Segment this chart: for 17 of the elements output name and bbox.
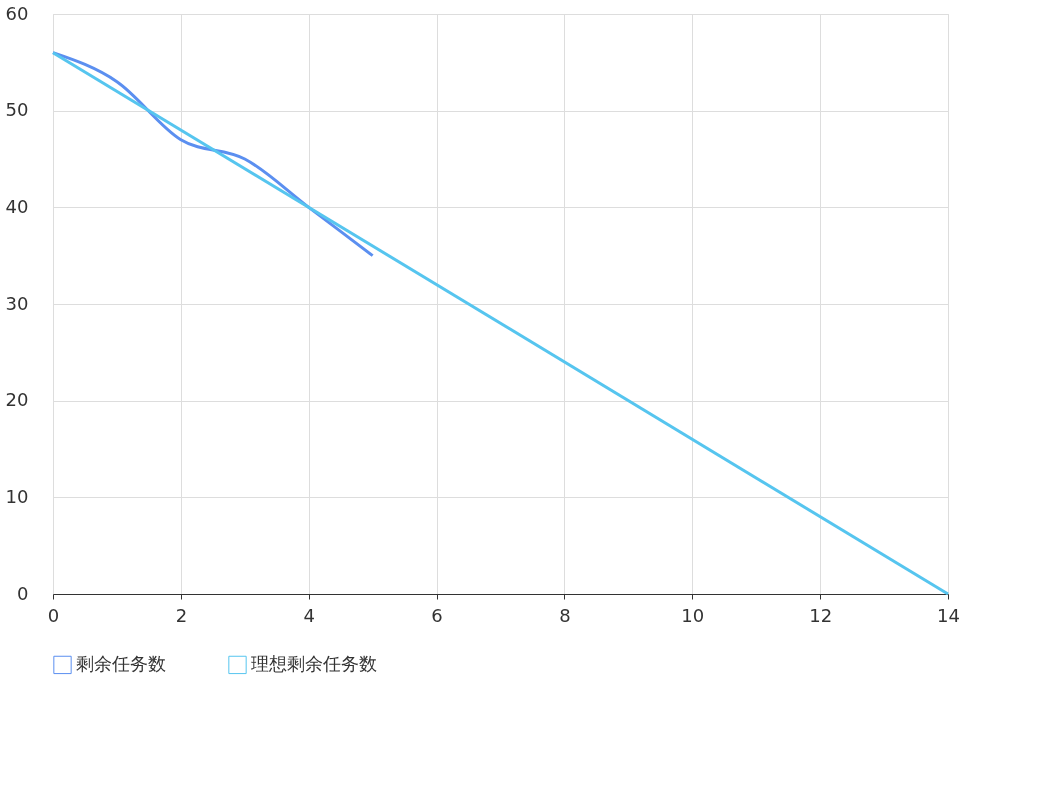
legend-label: 剩余任务数 — [76, 652, 166, 674]
x-tick-label: 6 — [431, 604, 443, 626]
x-tick-label: 8 — [559, 604, 571, 626]
y-tick-label: 40 — [5, 195, 29, 217]
y-tick-label: 60 — [5, 2, 29, 24]
x-tick-label: 10 — [681, 604, 705, 626]
y-tick-label: 50 — [5, 99, 29, 121]
x-tick-label: 2 — [175, 604, 188, 626]
x-tick-label: 12 — [809, 604, 833, 626]
x-tick-label: 14 — [937, 604, 960, 626]
legend-label: 理想剩余任务数 — [251, 652, 377, 674]
x-tick-label: 4 — [303, 604, 315, 626]
y-tick-label: 30 — [5, 292, 29, 314]
y-tick-label: 10 — [5, 485, 29, 507]
x-tick-label: 0 — [47, 604, 60, 626]
y-tick-label: 20 — [5, 389, 29, 411]
y-tick-label: 0 — [17, 582, 29, 604]
